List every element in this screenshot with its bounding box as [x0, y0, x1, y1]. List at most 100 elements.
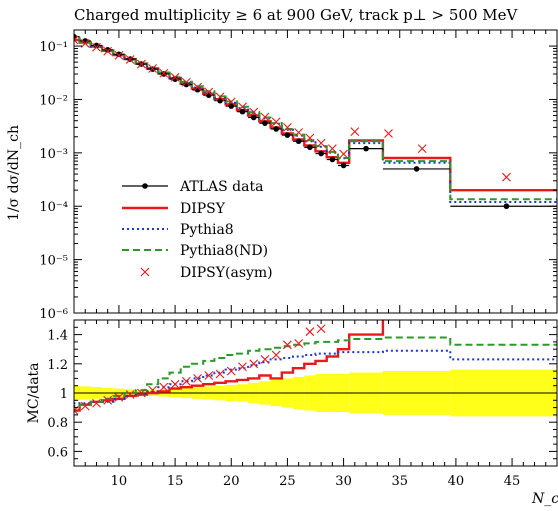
main-y-tick-labels: 10⁻⁶ 10⁻⁵ 10⁻⁴ 10⁻³ 10⁻² 10⁻¹ [39, 40, 68, 322]
ratio-series-2-line [74, 336, 557, 408]
ratio-asym-marker [181, 376, 191, 386]
ratio-asym-marker [148, 385, 158, 395]
chart-title: Charged multiplicity ≥ 6 at 900 GeV, tra… [74, 6, 519, 24]
ratio-axis-ticks [73, 319, 558, 467]
data-point [172, 76, 178, 82]
asym-marker [80, 39, 90, 48]
x-tick-label: 45 [504, 474, 521, 489]
y-tick-label: 10⁻¹ [39, 40, 68, 55]
asym-marker [283, 122, 292, 132]
asym-marker [249, 107, 259, 117]
data-point [329, 156, 336, 163]
asym-marker [417, 144, 427, 154]
main-axis-ticks [73, 29, 558, 314]
y-tick-label: 10⁻⁵ [39, 254, 68, 269]
ratio-asym-marker [114, 392, 124, 402]
ratio-asym-marker [238, 362, 247, 372]
ratio-asym-marker [92, 398, 101, 408]
ratio-asym-marker [283, 340, 292, 350]
asym-marker [260, 112, 270, 122]
y-tick-label: 0.8 [47, 416, 68, 431]
x-tick-labels: 10 15 20 25 30 35 40 45 [111, 474, 521, 489]
ratio-panel: 0.6 0.8 1 1.2 1.4 10 15 20 25 30 35 40 45 MC/data N… [26, 319, 558, 507]
asym-marker [226, 97, 236, 107]
main-y-axis-label: 1/σ dσ/dN_ch [6, 125, 22, 221]
legend-label: DIPSY(asym) [180, 265, 273, 281]
data-point [413, 166, 420, 172]
ratio-series-0-line [74, 320, 385, 412]
data-point [93, 42, 100, 49]
asym-marker [238, 102, 247, 112]
asym-marker [74, 35, 79, 45]
data-point [116, 51, 122, 58]
data-point [363, 145, 369, 152]
legend-label: ATLAS data [179, 179, 263, 195]
asym-marker [125, 55, 135, 64]
data-point [262, 120, 268, 126]
ratio-asym-marker [80, 401, 90, 411]
data-point [104, 47, 111, 53]
x-tick-label: 35 [391, 474, 408, 489]
ratio-asym-marker [204, 371, 214, 380]
main-frame [73, 29, 558, 314]
x-tick-label: 30 [335, 474, 352, 489]
ratio-asym-marker [125, 390, 135, 399]
asym-marker [204, 87, 214, 97]
asym-marker [103, 46, 113, 56]
data-point [340, 162, 347, 169]
y-tick-label: 10⁻⁶ [39, 307, 68, 322]
ratio-asym-marker [305, 327, 315, 337]
data-point [284, 132, 291, 138]
legend-swatch-marker [140, 267, 150, 277]
main-plot-area [74, 33, 557, 210]
data-point [217, 97, 223, 104]
asym-marker [339, 149, 348, 159]
ratio-y-axis-label: MC/data [26, 362, 42, 423]
x-tick-label: 15 [167, 474, 184, 489]
ratio-asym-marker [260, 355, 270, 364]
ratio-asym-marker [193, 374, 202, 383]
ratio-asym-marker [316, 324, 326, 334]
data-point [228, 103, 235, 109]
data-point [239, 108, 246, 115]
ratio-asym-marker [226, 366, 236, 376]
asym-marker [327, 144, 337, 154]
asym-marker [137, 59, 146, 69]
x-axis-label: N_ch [531, 491, 558, 507]
ratio-y-tick-labels: 0.6 0.8 1 1.2 1.4 [47, 329, 68, 461]
ratio-asym-marker [271, 350, 281, 360]
asym-marker [271, 117, 281, 127]
ratio-plot-area [74, 320, 557, 417]
asym-marker [114, 50, 124, 60]
data-point [250, 114, 257, 121]
asym-marker [305, 133, 315, 143]
asym-marker [181, 77, 191, 87]
asym-marker [215, 92, 225, 102]
x-tick-label: 20 [223, 474, 240, 489]
data-point [318, 150, 324, 157]
ratio-asym-marker [215, 369, 225, 379]
asym-marker [294, 128, 304, 137]
asym-marker [92, 42, 101, 52]
main-series-3-line [74, 37, 557, 201]
main-panel: 10⁻⁶ 10⁻⁵ 10⁻⁴ 10⁻³ 10⁻² 10⁻¹ 1/σ dσ/dN_ch [6, 29, 558, 322]
ratio-asym-marker [103, 395, 113, 405]
x-tick-label: 10 [111, 474, 128, 489]
y-tick-label: 1.4 [47, 329, 68, 344]
legend-label: DIPSY [180, 201, 226, 217]
ratio-asym-marker [159, 382, 169, 392]
y-tick-label: 1.2 [47, 358, 68, 373]
y-tick-label: 10⁻⁴ [39, 200, 68, 215]
data-point [307, 144, 313, 151]
data-point [295, 138, 302, 145]
ratio-asym-marker [294, 338, 304, 348]
x-tick-label: 25 [279, 474, 296, 489]
asym-marker [316, 138, 326, 148]
asym-marker [170, 72, 180, 82]
legend-swatch-marker [142, 183, 148, 189]
data-point [503, 203, 510, 210]
asym-marker [193, 82, 202, 92]
x-tick-label: 40 [448, 474, 465, 489]
ratio-asym-marker [137, 388, 146, 398]
